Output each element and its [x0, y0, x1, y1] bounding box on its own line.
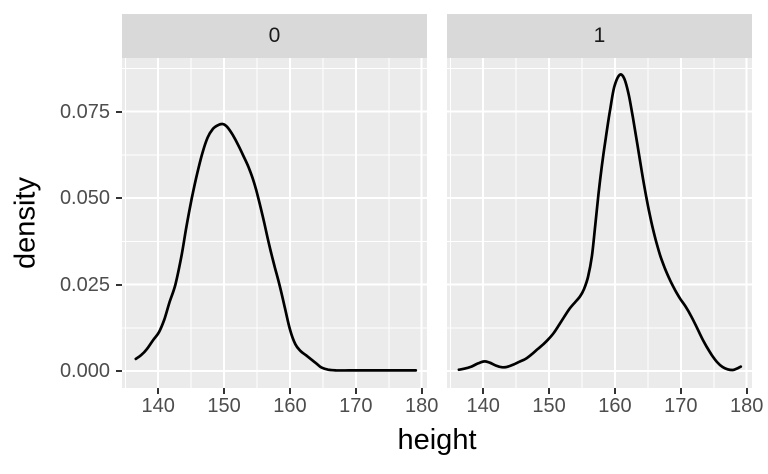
density-plot-panel-0: [122, 58, 427, 388]
x-tick-mark: [745, 388, 748, 394]
x-tick-mark: [420, 388, 423, 394]
y-tick-mark: [116, 283, 122, 286]
facet-panel-1: 1: [447, 14, 752, 388]
facet-strip-label-1: 1: [593, 24, 606, 47]
x-tick-label: 180: [730, 395, 764, 417]
panel-background: [447, 58, 752, 388]
x-tick-label: 150: [207, 395, 241, 417]
panel-background: [122, 58, 427, 388]
facet-panel-0: 0: [122, 14, 427, 388]
x-tick-mark: [679, 388, 682, 394]
x-tick-mark: [548, 388, 551, 394]
x-tick-mark: [354, 388, 357, 394]
x-tick-label: 170: [339, 395, 373, 417]
x-tick-label: 140: [141, 395, 175, 417]
y-tick-mark: [116, 370, 122, 373]
x-tick-label: 160: [273, 395, 307, 417]
x-tick-mark: [288, 388, 291, 394]
x-tick-label: 150: [532, 395, 566, 417]
x-tick-label: 160: [598, 395, 632, 417]
x-axis-title: height: [397, 424, 477, 456]
y-tick-label: 0.075: [59, 100, 110, 123]
x-tick-label: 140: [466, 395, 500, 417]
y-tick-label: 0.050: [59, 187, 110, 210]
x-tick-label: 170: [664, 395, 698, 417]
density-curve-0: [134, 122, 418, 372]
x-tick-mark: [613, 388, 616, 394]
facet-strip-1: 1: [447, 14, 752, 58]
y-tick-label: 0.000: [59, 360, 110, 383]
x-tick-label: 180: [405, 395, 439, 417]
x-tick-mark: [157, 388, 160, 394]
y-tick-label: 0.025: [59, 273, 110, 296]
density-plot-panel-1: [447, 58, 752, 388]
x-tick-mark: [223, 388, 226, 394]
x-tick-mark: [482, 388, 485, 394]
facet-strip-label-0: 0: [268, 24, 281, 47]
y-tick-mark: [116, 110, 122, 113]
density-curve-1: [457, 73, 743, 372]
y-tick-mark: [116, 197, 122, 200]
facet-strip-0: 0: [122, 14, 427, 58]
